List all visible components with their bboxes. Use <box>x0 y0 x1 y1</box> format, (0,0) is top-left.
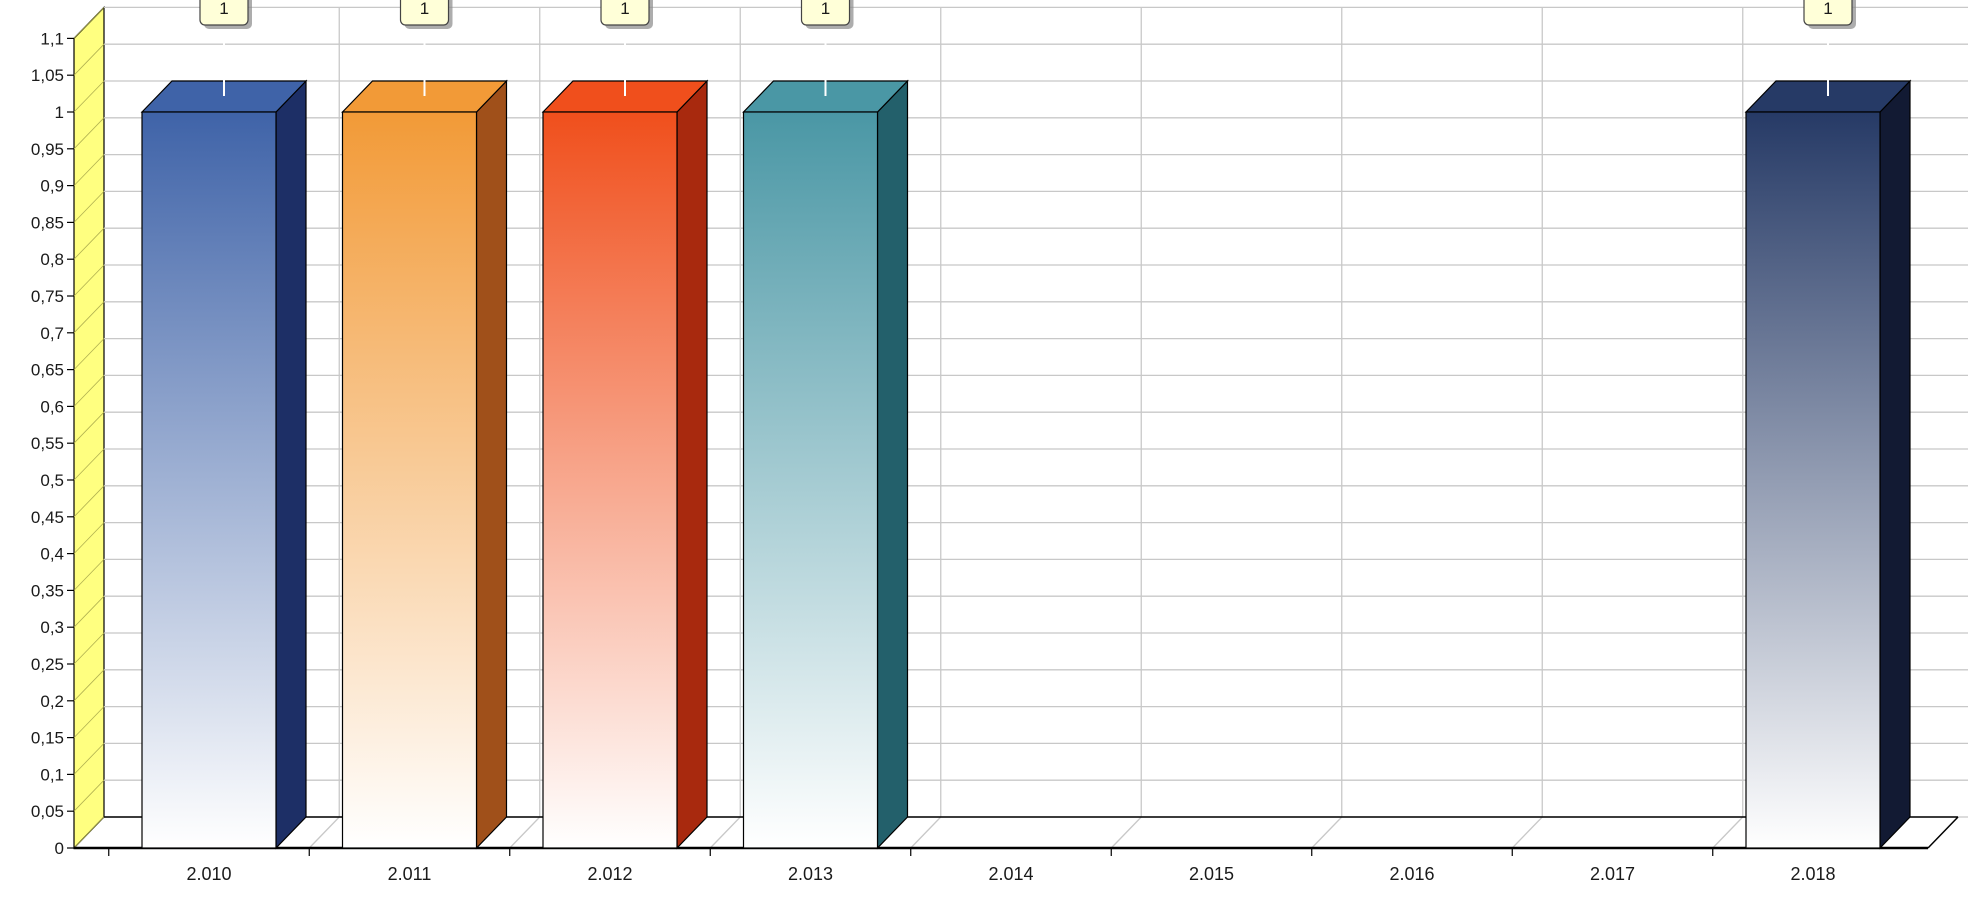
y-tick-label: 0,65 <box>31 361 64 380</box>
gridline-wall <box>73 485 105 518</box>
data-label: 1 <box>600 0 653 96</box>
y-tick-label: 0,25 <box>31 655 64 674</box>
data-label: 1 <box>1803 0 1856 96</box>
y-tick-label: 0,35 <box>31 581 64 600</box>
data-label: 1 <box>399 0 453 96</box>
gridline-wall <box>73 706 105 738</box>
tick-labels: 0 0,05 0,1 0,15 0,2 0,25 0,3 0,35 0,4 0,45 0,5 0,55… <box>31 29 1836 884</box>
x-tick-label: 2.016 <box>1389 864 1434 884</box>
x-tick-label: 2.015 <box>1189 864 1234 884</box>
bar <box>541 79 709 850</box>
gridline-wall <box>73 595 105 628</box>
data-label-text: 1 <box>420 0 429 18</box>
data-label-box <box>1803 0 1853 26</box>
x-tick-label: 2.011 <box>388 864 432 884</box>
gridline-wall <box>73 301 105 334</box>
gridline-wall <box>73 559 105 591</box>
data-label-text: 1 <box>821 0 830 18</box>
y-tick-label: 0,4 <box>40 545 64 564</box>
y-tick-label: 0,7 <box>40 324 64 343</box>
gridline-floor <box>1712 816 1744 849</box>
y-tick-label: 0,45 <box>31 508 64 527</box>
bar-front <box>742 111 879 849</box>
data-label: 1 <box>800 0 854 96</box>
y-tick-label: 0 <box>55 839 64 858</box>
gridline-wall <box>73 191 105 223</box>
y-tick-label: 1,1 <box>40 29 64 48</box>
gridline-wall <box>73 117 105 150</box>
gridline-floor <box>308 816 340 849</box>
bar-side <box>275 79 307 850</box>
y-tick-label: 0,75 <box>31 287 64 306</box>
gridline-wall <box>73 80 105 113</box>
bar-front <box>141 111 277 849</box>
bar-front <box>341 111 478 849</box>
x-tick-label: 2.010 <box>186 864 231 884</box>
gridline-wall <box>73 227 105 260</box>
data-label-box <box>199 0 249 26</box>
gridline-wall <box>73 338 105 370</box>
x-tick-label: 2.012 <box>587 864 632 884</box>
gridline-wall <box>73 669 105 702</box>
gridline-wall <box>73 7 105 39</box>
gridline-floor <box>1311 816 1343 849</box>
gridline-wall <box>73 411 105 444</box>
bar-front <box>542 111 678 849</box>
y-tick-label: 1,05 <box>31 66 64 85</box>
gridline-wall <box>73 779 105 812</box>
bar-side <box>475 79 508 850</box>
gridline-wall <box>73 448 105 481</box>
gridline-floor <box>509 816 541 849</box>
x-tick-label: 2.013 <box>788 864 833 884</box>
gridline-floor <box>709 816 741 849</box>
gridline-floor <box>1511 816 1543 849</box>
y-tick-label: 0,8 <box>40 250 64 269</box>
bar-front <box>1745 111 1881 849</box>
gridline-floor <box>1110 816 1142 849</box>
bar <box>742 79 909 850</box>
y-tick-label: 0,85 <box>31 213 64 232</box>
data-label-box <box>800 0 851 26</box>
y-tick-label: 0,6 <box>40 397 64 416</box>
gridline-wall <box>73 375 105 407</box>
y-tick-label: 0,1 <box>40 765 64 784</box>
gridline-wall <box>73 43 105 76</box>
data-label-box <box>600 0 650 26</box>
data-label: 1 <box>199 0 252 96</box>
data-labels: 1 1 1 1 1 <box>199 0 1856 96</box>
gridline-wall <box>73 522 105 554</box>
gridline-wall <box>73 264 105 297</box>
gridline-floor <box>910 816 942 849</box>
bar-side <box>676 79 708 850</box>
y-tick-label: 0,95 <box>31 140 64 159</box>
y-tick-label: 0,05 <box>31 802 64 821</box>
bars <box>140 79 1912 850</box>
x-tick-label: 2.018 <box>1790 864 1835 884</box>
data-label-box <box>399 0 450 26</box>
bar-side <box>876 79 909 850</box>
data-label-text: 1 <box>620 0 629 18</box>
gridline-wall <box>73 743 105 775</box>
y-tick-label: 0,5 <box>40 471 64 490</box>
gridline-wall <box>73 154 105 186</box>
bar-side <box>1879 79 1911 850</box>
floor-right-edge <box>1927 816 1959 849</box>
y-tick-label: 0,2 <box>40 692 64 711</box>
x-tick-label: 2.017 <box>1590 864 1635 884</box>
y-tick-label: 0,3 <box>40 618 64 637</box>
y-tick-label: 1 <box>55 103 64 122</box>
bar <box>341 79 508 850</box>
bar <box>140 79 308 850</box>
gridline-wall <box>73 816 105 849</box>
gridline-wall <box>73 632 105 665</box>
y-tick-label: 0,15 <box>31 729 64 748</box>
y-tick-label: 0,55 <box>31 434 64 453</box>
y-tick-label: 0,9 <box>40 177 64 196</box>
x-tick-label: 2.014 <box>988 864 1033 884</box>
data-label-text: 1 <box>219 0 228 18</box>
data-label-text: 1 <box>1823 0 1832 18</box>
bar <box>1744 79 1912 850</box>
